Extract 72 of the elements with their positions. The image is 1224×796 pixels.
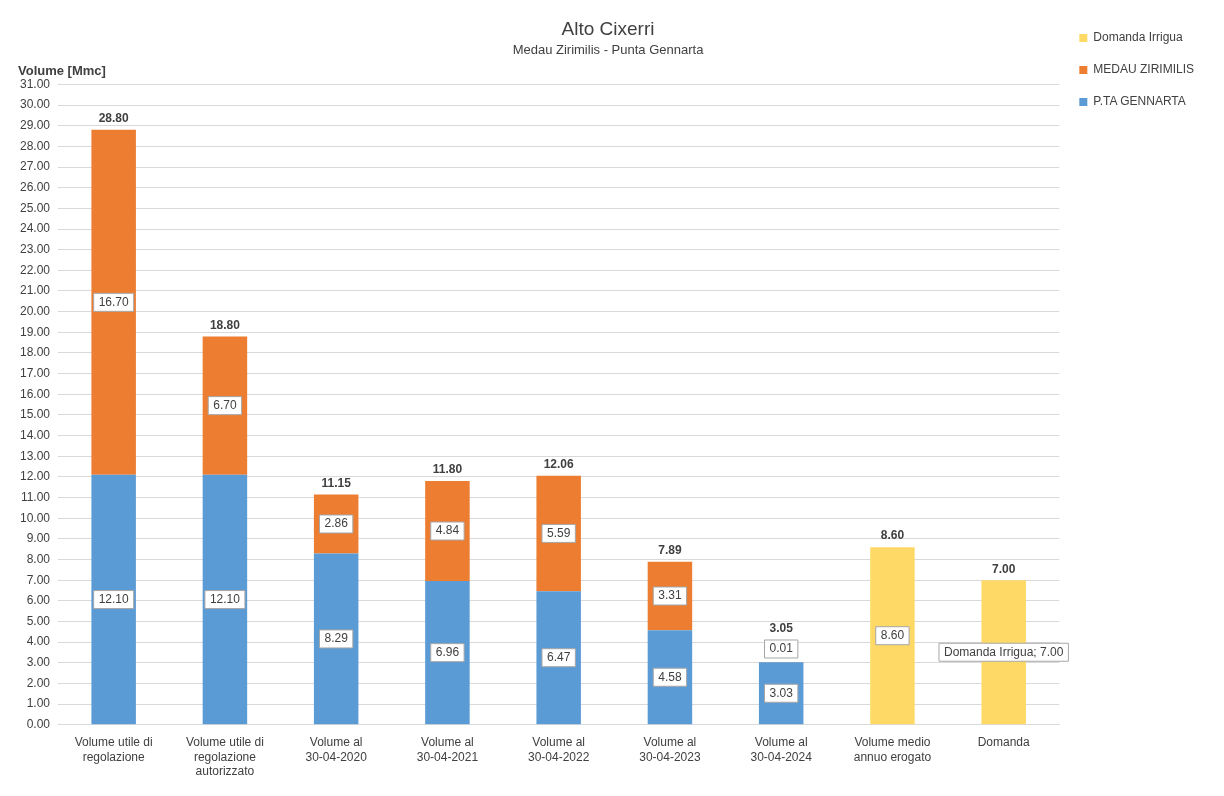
y-tick-label: 30.00 xyxy=(20,97,51,112)
total-label: 12.06 xyxy=(543,456,575,471)
y-tick-label: 19.00 xyxy=(20,324,51,339)
data-label: 12.10 xyxy=(209,591,241,606)
total-label: 11.15 xyxy=(321,475,352,490)
data-label: 0.01 xyxy=(769,641,794,656)
x-tick-label: Volume al 30-04-2024 xyxy=(750,735,813,764)
y-tick-label: 24.00 xyxy=(20,221,51,236)
total-label: 11.80 xyxy=(432,462,463,477)
y-tick-label: 9.00 xyxy=(26,531,51,546)
y-tick-label: 23.00 xyxy=(20,241,51,256)
y-tick-label: 15.00 xyxy=(20,407,51,422)
y-tick-label: 13.00 xyxy=(20,448,51,463)
y-tick-label: 21.00 xyxy=(20,283,51,298)
y-tick-label: 16.00 xyxy=(20,386,51,401)
y-tick-label: 20.00 xyxy=(20,303,51,318)
y-tick-label: 17.00 xyxy=(20,365,51,380)
y-tick-label: 22.00 xyxy=(20,262,51,277)
y-tick-label: 4.00 xyxy=(26,634,51,649)
y-tick-label: 12.00 xyxy=(20,469,51,484)
total-label: 18.80 xyxy=(209,317,241,332)
data-label: 8.60 xyxy=(880,628,905,643)
total-label: 7.00 xyxy=(992,561,1016,576)
legend-label: MEDAU ZIRIMILIS xyxy=(1093,62,1195,77)
y-tick-label: 14.00 xyxy=(20,427,51,442)
total-label: 3.05 xyxy=(769,621,794,636)
data-label: 2.86 xyxy=(324,516,349,531)
y-tick-label: 1.00 xyxy=(26,696,51,711)
y-tick-label: 10.00 xyxy=(20,510,51,525)
data-label: 6.96 xyxy=(435,644,460,659)
data-label: 3.31 xyxy=(658,588,682,603)
data-label: 12.10 xyxy=(98,591,129,606)
y-tick-label: 5.00 xyxy=(26,613,51,628)
legend-label: Domanda Irrigua xyxy=(1093,30,1184,45)
y-axis-title: Volume [Mmc] xyxy=(18,63,106,79)
x-tick-label: Domanda xyxy=(977,735,1031,750)
x-tick-label: Volume al 30-04-2021 xyxy=(416,735,479,764)
x-tick-label: Volume utile di regolazione xyxy=(74,735,153,764)
data-label: 3.03 xyxy=(769,685,794,700)
data-label: 5.59 xyxy=(547,525,571,540)
y-tick-label: 29.00 xyxy=(20,118,51,133)
y-tick-label: 26.00 xyxy=(20,180,51,194)
data-label: 6.70 xyxy=(213,397,237,412)
data-label: 4.58 xyxy=(658,669,682,684)
y-tick-label: 7.00 xyxy=(26,572,51,587)
data-label: 16.70 xyxy=(98,294,129,309)
total-label: 7.89 xyxy=(658,543,682,558)
y-tick-label: 11.00 xyxy=(20,489,51,504)
y-tick-label: 2.00 xyxy=(26,675,51,690)
y-tick-label: 25.00 xyxy=(20,200,51,215)
y-tick-label: 3.00 xyxy=(26,655,51,670)
x-tick-label: Volume al 30-04-2023 xyxy=(639,735,701,764)
y-tick-label: 8.00 xyxy=(26,551,51,566)
legend-label: P.TA GENNARTA xyxy=(1093,94,1186,109)
y-tick-label: 18.00 xyxy=(20,345,51,360)
x-tick-label: Volume medio annuo erogato xyxy=(853,735,932,764)
total-label: 8.60 xyxy=(880,528,905,543)
chart-subtitle: Medau Zirimilis - Punta Gennarta xyxy=(512,42,705,58)
total-label: 28.80 xyxy=(98,111,129,126)
chart-title: Alto Cixerri xyxy=(561,17,655,39)
y-tick-label: 28.00 xyxy=(20,138,51,153)
data-label: 8.29 xyxy=(324,631,349,646)
y-tick-label: 31.00 xyxy=(20,76,51,91)
x-tick-label: Volume al 30-04-2020 xyxy=(305,735,368,764)
x-tick-label: Volume al 30-04-2022 xyxy=(527,735,590,764)
y-tick-label: 27.00 xyxy=(20,159,51,174)
y-tick-label: 6.00 xyxy=(26,593,51,608)
y-tick-label: 0.00 xyxy=(26,717,51,732)
x-tick-label: Volume utile di regolazione autorizzato xyxy=(185,735,264,779)
data-label: Domanda Irrigua; 7.00 xyxy=(943,644,1064,659)
data-label: 4.84 xyxy=(435,523,460,538)
data-label: 6.47 xyxy=(547,650,571,665)
